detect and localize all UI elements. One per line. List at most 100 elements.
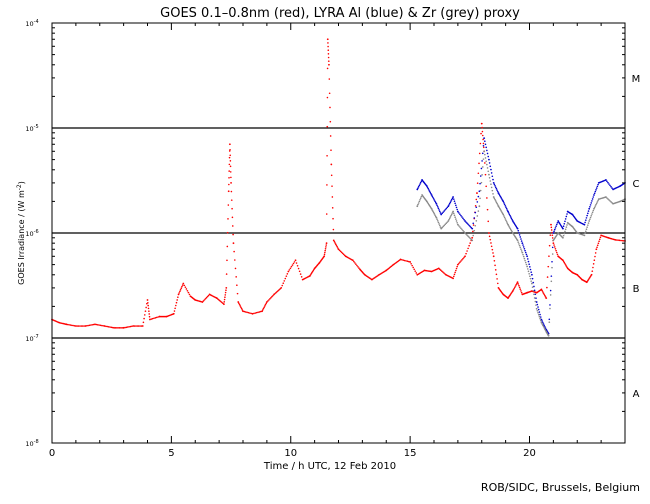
data-point [486, 149, 488, 152]
data-point [228, 163, 231, 166]
data-point [535, 307, 538, 310]
data-point [539, 316, 542, 318]
data-point [597, 183, 599, 186]
data-point [290, 265, 293, 268]
data-point [452, 210, 454, 213]
data-point [564, 220, 566, 223]
data-point [430, 207, 433, 210]
data-point [549, 307, 551, 310]
data-point [206, 295, 209, 298]
data-point [117, 327, 119, 329]
flare-class-label: M [632, 74, 641, 85]
data-point [231, 207, 233, 210]
data-point [227, 190, 230, 193]
data-point [204, 297, 207, 300]
data-point [609, 200, 611, 202]
data-point [443, 272, 445, 274]
data-point [514, 286, 516, 289]
data-point [356, 264, 358, 267]
data-point [324, 247, 327, 250]
data-point [70, 324, 73, 327]
data-point [325, 242, 328, 245]
data-point [620, 239, 622, 242]
data-point [76, 325, 79, 327]
data-point [549, 294, 552, 296]
data-point [476, 201, 479, 203]
data-point [251, 312, 254, 315]
data-point [223, 303, 225, 306]
data-point [435, 216, 438, 219]
data-point [482, 138, 484, 141]
data-point [544, 294, 546, 297]
data-point [548, 244, 551, 247]
data-point [490, 183, 492, 186]
data-point [484, 140, 486, 143]
data-point [430, 194, 433, 196]
data-point [102, 324, 104, 327]
data-point [543, 293, 545, 296]
data-point [286, 273, 289, 275]
data-point [472, 230, 474, 233]
data-point [475, 206, 478, 209]
data-point [438, 209, 440, 211]
data-point [499, 208, 502, 211]
data-point [401, 258, 403, 261]
series-0 [51, 38, 626, 329]
data-point [462, 217, 464, 220]
data-point [148, 318, 151, 321]
data-point [448, 217, 451, 220]
data-point [509, 216, 512, 218]
data-point [207, 294, 210, 297]
data-point [536, 303, 539, 306]
data-point [486, 152, 489, 155]
data-point [66, 323, 69, 326]
data-point [553, 244, 555, 246]
data-point [584, 230, 587, 233]
data-point [588, 207, 591, 210]
data-point [328, 92, 331, 95]
data-point [281, 284, 284, 287]
data-point [492, 193, 494, 195]
data-point [542, 323, 545, 325]
data-point [590, 273, 593, 276]
data-point [434, 215, 437, 218]
data-point [520, 250, 523, 252]
data-point [455, 267, 458, 270]
data-point [429, 191, 432, 194]
data-point [496, 204, 499, 206]
data-point [90, 324, 92, 326]
data-point [406, 260, 409, 263]
data-point [452, 198, 455, 200]
data-point [148, 313, 151, 315]
data-point [516, 282, 518, 285]
data-point [591, 200, 593, 202]
data-point [342, 253, 345, 256]
data-point [481, 160, 483, 162]
data-point [606, 180, 608, 183]
data-point [552, 232, 555, 234]
data-point [518, 243, 520, 245]
data-point [510, 229, 513, 232]
data-point [563, 222, 566, 225]
data-point [79, 325, 81, 327]
x-axis-label: Time / h UTC, 12 Feb 2010 [263, 461, 396, 472]
data-point [493, 183, 496, 186]
data-point [228, 170, 230, 172]
data-point [526, 268, 529, 270]
data-point [453, 214, 456, 217]
data-point [503, 215, 505, 217]
data-point [523, 257, 526, 260]
series-1 [416, 137, 626, 335]
data-point [331, 207, 334, 209]
data-point [592, 196, 595, 198]
data-point [448, 218, 450, 221]
data-point [452, 196, 454, 198]
data-point [487, 155, 490, 158]
data-point [485, 160, 487, 163]
data-point [551, 260, 553, 263]
data-point [525, 263, 528, 266]
data-point [444, 223, 447, 226]
data-point [68, 324, 70, 326]
data-point [140, 325, 143, 327]
data-point [87, 324, 89, 327]
